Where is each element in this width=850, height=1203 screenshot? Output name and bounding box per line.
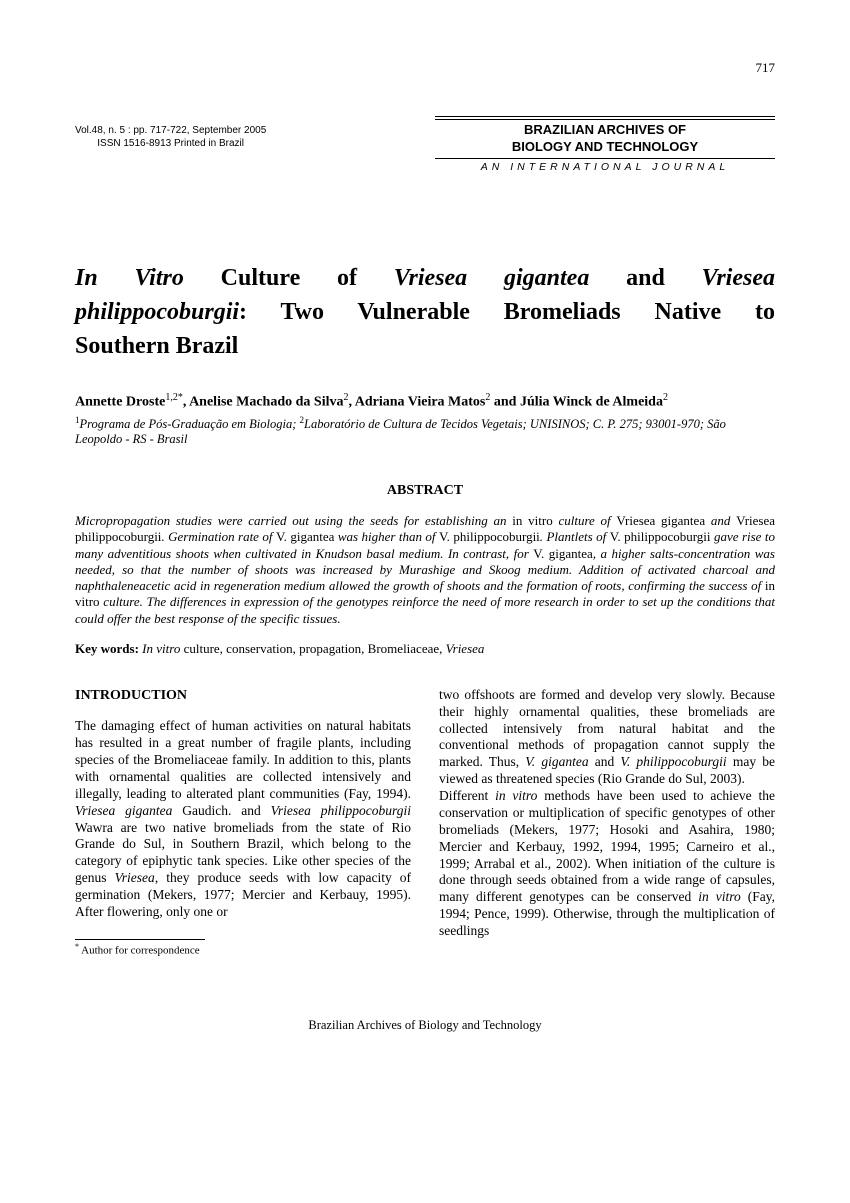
article-title-line3: Southern Brazil [75, 331, 775, 361]
vol-line-1: Vol.48, n. 5 : pp. 717-722, September 20… [75, 124, 266, 137]
affiliations: 1Programa de Pós-Graduação em Biologia; … [75, 415, 775, 448]
vol-line-2: ISSN 1516-8913 Printed in Brazil [75, 137, 266, 150]
authors: Annette Droste1,2*, Anelise Machado da S… [75, 391, 775, 412]
footnote-rule [75, 939, 205, 940]
journal-subtitle: AN INTERNATIONAL JOURNAL [435, 159, 775, 173]
abstract-text: Micropropagation studies were carried ou… [75, 513, 775, 627]
journal-name: BRAZILIAN ARCHIVES OF BIOLOGY AND TECHNO… [435, 120, 775, 158]
journal-box: BRAZILIAN ARCHIVES OF BIOLOGY AND TECHNO… [435, 116, 775, 173]
article-title-line1: In Vitro Culture of Vriesea gigantea and… [75, 263, 775, 293]
footnote: * Author for correspondence [75, 942, 411, 958]
introduction-heading: INTRODUCTION [75, 687, 411, 705]
column-left: INTRODUCTION The damaging effect of huma… [75, 687, 411, 958]
column-left-text: The damaging effect of human activities … [75, 718, 411, 921]
keywords-text: In vitro culture, conservation, propagat… [139, 641, 484, 656]
page-footer: Brazilian Archives of Biology and Techno… [75, 1018, 775, 1033]
abstract-heading: ABSTRACT [75, 483, 775, 499]
header-row: Vol.48, n. 5 : pp. 717-722, September 20… [75, 116, 775, 173]
column-right-text: two offshoots are formed and develop ver… [439, 687, 775, 940]
column-right: two offshoots are formed and develop ver… [439, 687, 775, 958]
journal-name-l2: BIOLOGY AND TECHNOLOGY [435, 139, 775, 156]
article-title-line2: philippocoburgii: Two Vulnerable Bromeli… [75, 297, 775, 327]
volume-info: Vol.48, n. 5 : pp. 717-722, September 20… [75, 116, 266, 150]
journal-name-l1: BRAZILIAN ARCHIVES OF [435, 122, 775, 139]
keywords-label: Key words: [75, 641, 139, 656]
body-columns: INTRODUCTION The damaging effect of huma… [75, 687, 775, 958]
keywords: Key words: In vitro culture, conservatio… [75, 641, 775, 657]
page-number: 717 [75, 60, 775, 76]
